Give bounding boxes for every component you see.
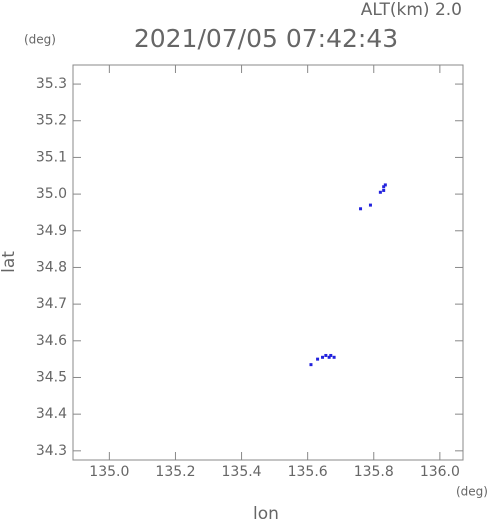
x-tick-label: 135.8 — [354, 464, 394, 480]
point — [316, 357, 320, 361]
annotation: ALT(km) 2.0 — [361, 0, 462, 20]
y-tick-label: 34.7 — [36, 296, 67, 312]
y-tick-label: 34.8 — [36, 259, 67, 275]
point — [324, 353, 328, 357]
point — [359, 207, 363, 211]
point — [383, 183, 387, 187]
y-tick-label: 35.0 — [36, 186, 67, 202]
y-tick-label: 34.4 — [36, 406, 67, 422]
y-tick-label: 35.2 — [36, 113, 67, 129]
plot-frame — [72, 64, 464, 461]
x-unit: (deg) — [456, 485, 488, 499]
point — [321, 355, 325, 359]
y-axis-label: lat — [0, 251, 19, 273]
point — [382, 188, 386, 192]
chart-title: 2021/07/05 07:42:43 — [134, 24, 398, 53]
point — [382, 185, 386, 189]
y-tick-label: 34.5 — [36, 369, 67, 385]
x-tick-label: 136.0 — [420, 464, 460, 480]
point — [332, 355, 336, 359]
x-tick-label: 135.4 — [222, 464, 262, 480]
x-tick-label: 135.6 — [288, 464, 328, 480]
x-tick-label: 135.2 — [155, 464, 195, 480]
x-tick-label: 135.0 — [89, 464, 129, 480]
point — [327, 355, 331, 359]
y-tick-label: 34.9 — [36, 223, 67, 239]
x-axis-label: lon — [253, 504, 279, 521]
point — [378, 190, 382, 194]
y-tick-label: 35.3 — [36, 76, 67, 92]
y-tick-label: 34.3 — [36, 443, 67, 459]
y-tick-label: 34.6 — [36, 333, 67, 349]
y-tick-label: 35.1 — [36, 149, 67, 165]
y-unit: (deg) — [24, 33, 56, 47]
point — [309, 363, 313, 367]
point — [368, 203, 372, 207]
point — [329, 353, 333, 357]
